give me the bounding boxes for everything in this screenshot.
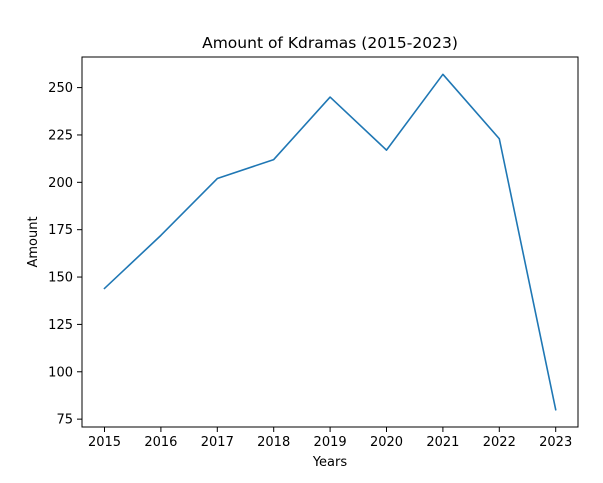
x-tick-label: 2022 — [483, 435, 516, 450]
plot-frame — [82, 57, 578, 427]
series-line — [105, 74, 556, 409]
x-axis-ticks: 2015 2016 2017 2018 2019 2020 2021 2022 2023 — [88, 427, 572, 450]
chart-title: Amount of Kdramas (2015-2023) — [202, 34, 458, 52]
x-tick-label: 2015 — [88, 435, 121, 450]
x-tick-label: 2019 — [314, 435, 347, 450]
x-tick-label: 2016 — [144, 435, 177, 450]
x-tick-label: 2021 — [426, 435, 459, 450]
x-tick-label: 2017 — [201, 435, 234, 450]
y-tick-label: 225 — [48, 128, 73, 143]
plot-area — [104, 74, 555, 409]
y-tick-label: 250 — [48, 81, 73, 96]
y-tick-label: 100 — [48, 365, 73, 380]
x-tick-label: 2020 — [370, 435, 403, 450]
y-tick-label: 150 — [48, 271, 73, 286]
x-tick-label: 2018 — [257, 435, 290, 450]
y-axis-label: Amount — [26, 216, 41, 267]
x-tick-label: 2023 — [539, 435, 572, 450]
y-tick-label: 75 — [56, 413, 73, 428]
x-axis-label: Years — [312, 455, 348, 470]
y-axis-ticks: 75 100 125 150 175 200 225 250 — [48, 81, 82, 428]
y-tick-label: 125 — [48, 318, 73, 333]
y-tick-label: 175 — [48, 223, 73, 238]
y-tick-label: 200 — [48, 176, 73, 191]
